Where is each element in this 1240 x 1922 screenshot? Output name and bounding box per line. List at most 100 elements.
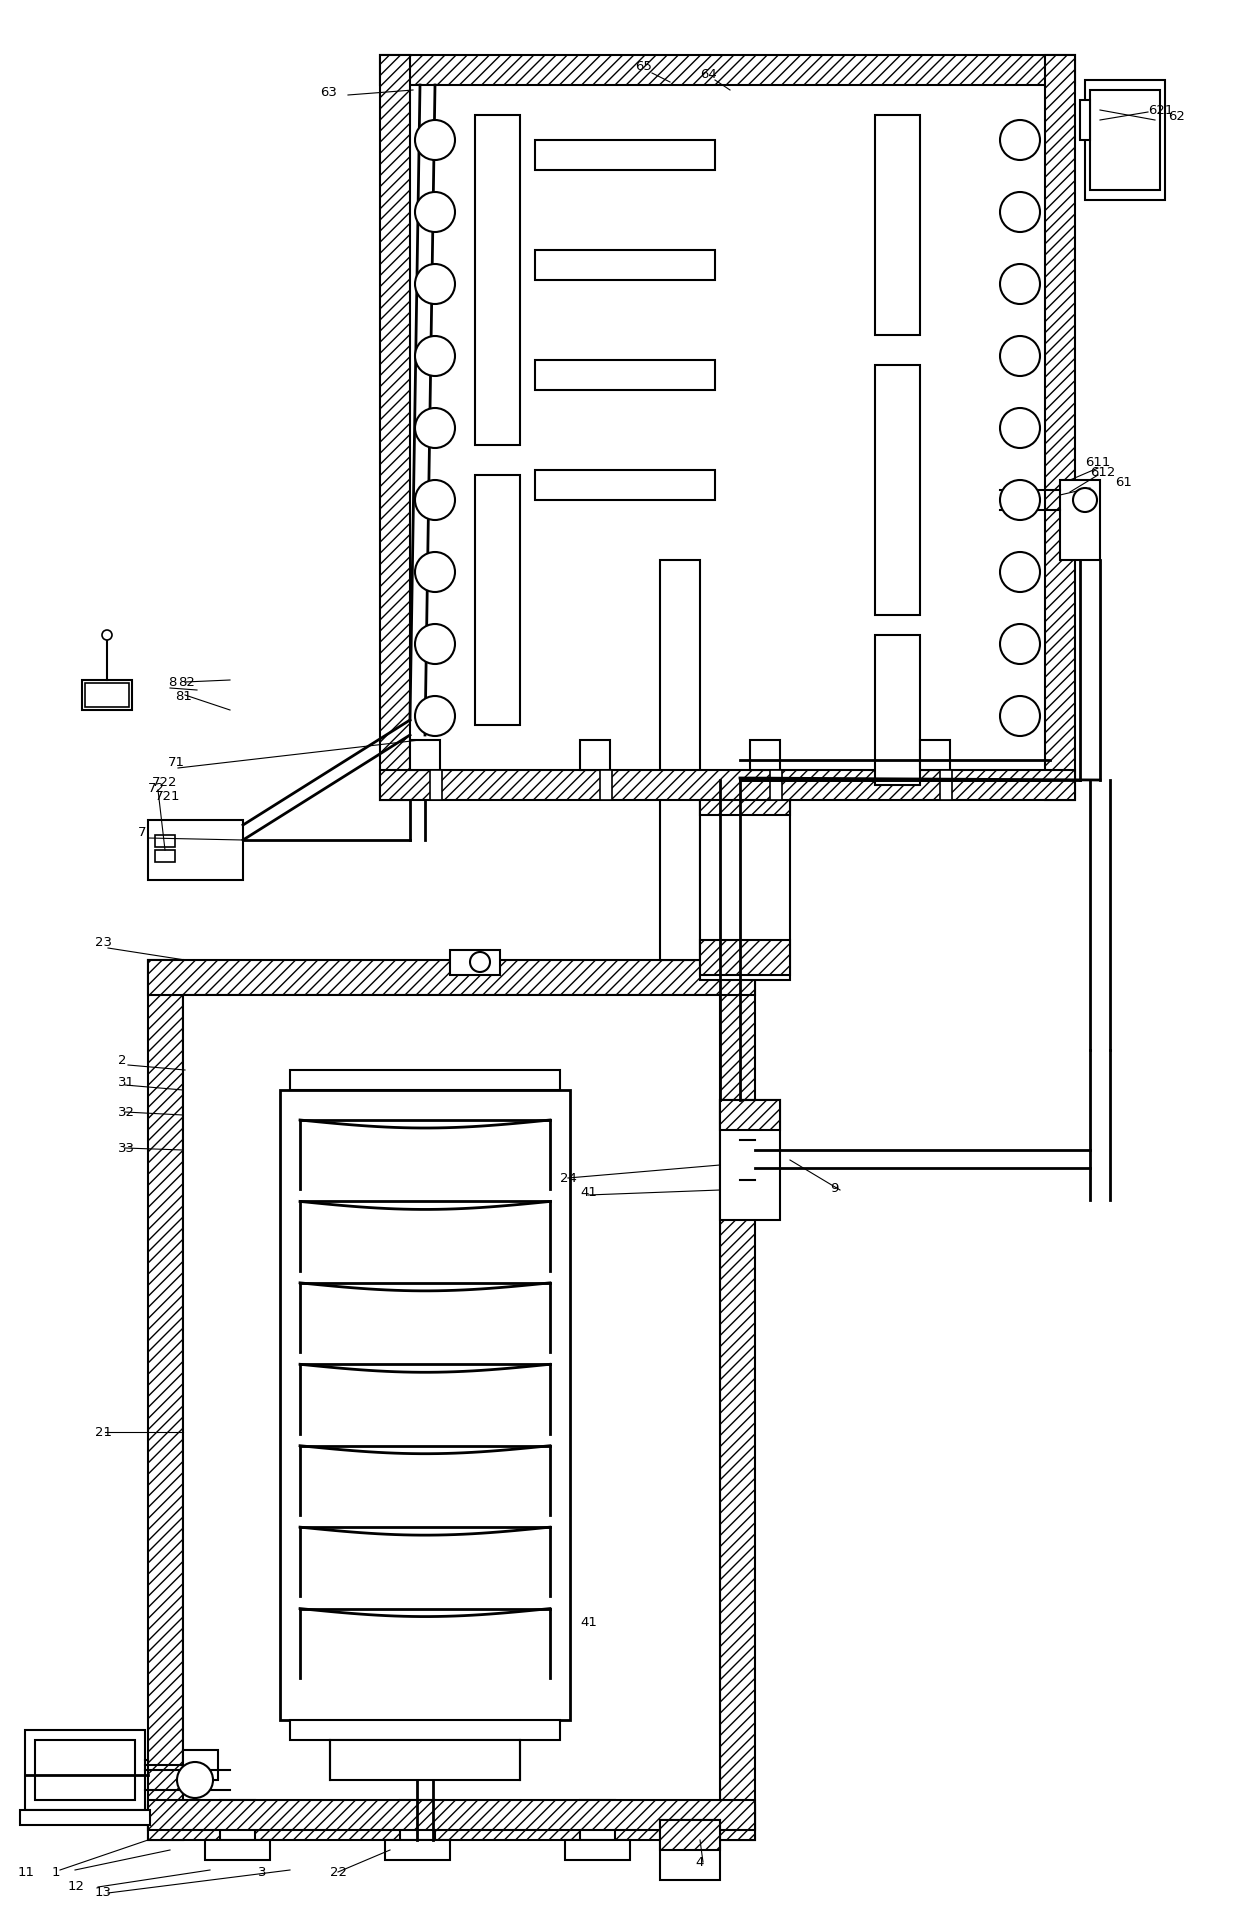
Circle shape bbox=[999, 552, 1040, 592]
Circle shape bbox=[999, 480, 1040, 521]
Text: 81: 81 bbox=[175, 690, 192, 703]
Text: 33: 33 bbox=[118, 1142, 135, 1155]
Bar bbox=[379, 56, 1075, 85]
Text: 72: 72 bbox=[148, 782, 165, 794]
Text: 9: 9 bbox=[830, 1182, 838, 1194]
Text: 611: 611 bbox=[1085, 456, 1110, 469]
Bar bbox=[720, 959, 755, 1839]
Bar bbox=[430, 771, 441, 800]
Bar bbox=[600, 771, 613, 800]
Circle shape bbox=[102, 630, 112, 640]
Bar bbox=[660, 1820, 720, 1880]
Bar bbox=[148, 821, 243, 880]
Text: 63: 63 bbox=[320, 85, 337, 98]
Bar bbox=[450, 949, 500, 974]
Text: 71: 71 bbox=[167, 755, 185, 769]
Bar bbox=[580, 1801, 615, 1839]
Bar bbox=[330, 1739, 520, 1780]
Bar bbox=[534, 250, 715, 281]
Text: 65: 65 bbox=[635, 60, 652, 73]
Text: 3: 3 bbox=[258, 1866, 267, 1878]
Bar bbox=[219, 1801, 255, 1839]
Text: 7: 7 bbox=[138, 826, 146, 838]
Bar bbox=[82, 680, 131, 709]
Bar bbox=[565, 1839, 630, 1860]
Text: 41: 41 bbox=[580, 1616, 596, 1628]
Bar bbox=[534, 359, 715, 390]
Circle shape bbox=[999, 696, 1040, 736]
Text: 82: 82 bbox=[179, 675, 195, 688]
Text: 31: 31 bbox=[118, 1076, 135, 1088]
Text: 621: 621 bbox=[1148, 104, 1173, 117]
Bar bbox=[1060, 480, 1100, 559]
Bar bbox=[155, 850, 175, 861]
Text: 4: 4 bbox=[694, 1855, 703, 1868]
Bar bbox=[1085, 81, 1166, 200]
Text: 1: 1 bbox=[52, 1866, 61, 1878]
Bar bbox=[86, 682, 129, 707]
Text: 32: 32 bbox=[118, 1105, 135, 1119]
Bar bbox=[401, 1801, 435, 1839]
Bar bbox=[534, 471, 715, 500]
Circle shape bbox=[415, 192, 455, 233]
Bar bbox=[940, 771, 952, 800]
Bar bbox=[280, 1090, 570, 1720]
Bar bbox=[875, 365, 920, 615]
Text: 612: 612 bbox=[1090, 465, 1115, 479]
Bar bbox=[720, 1099, 780, 1130]
Bar bbox=[384, 1839, 450, 1860]
Circle shape bbox=[415, 407, 455, 448]
Circle shape bbox=[415, 625, 455, 663]
Bar bbox=[184, 996, 720, 1805]
Text: 12: 12 bbox=[68, 1880, 86, 1893]
Bar bbox=[148, 959, 755, 996]
Text: 2: 2 bbox=[118, 1053, 126, 1067]
Bar bbox=[148, 1801, 755, 1830]
Circle shape bbox=[415, 552, 455, 592]
Text: 13: 13 bbox=[95, 1887, 112, 1899]
Circle shape bbox=[415, 119, 455, 160]
Bar bbox=[205, 1839, 270, 1860]
Bar bbox=[290, 1071, 560, 1090]
Bar bbox=[770, 771, 782, 800]
Bar bbox=[920, 740, 950, 771]
Circle shape bbox=[999, 407, 1040, 448]
Bar bbox=[580, 740, 610, 771]
Circle shape bbox=[177, 1762, 213, 1797]
Bar bbox=[720, 1099, 780, 1220]
Bar bbox=[148, 1805, 755, 1839]
Bar bbox=[379, 771, 1075, 800]
Bar bbox=[20, 1811, 150, 1826]
Circle shape bbox=[415, 263, 455, 304]
Bar bbox=[410, 740, 440, 771]
Bar bbox=[475, 475, 520, 725]
Bar bbox=[379, 56, 410, 800]
Bar bbox=[1045, 56, 1075, 800]
Text: 22: 22 bbox=[330, 1866, 347, 1878]
Circle shape bbox=[1073, 488, 1097, 511]
Bar bbox=[701, 780, 790, 980]
Bar bbox=[660, 1820, 720, 1851]
Bar bbox=[660, 559, 701, 959]
Text: 41: 41 bbox=[580, 1186, 596, 1199]
Circle shape bbox=[999, 336, 1040, 377]
Bar bbox=[750, 740, 780, 771]
Bar bbox=[701, 940, 790, 974]
Circle shape bbox=[415, 480, 455, 521]
Circle shape bbox=[999, 119, 1040, 160]
Text: 11: 11 bbox=[19, 1866, 35, 1878]
Circle shape bbox=[415, 336, 455, 377]
Bar bbox=[184, 1751, 218, 1780]
Bar bbox=[1080, 100, 1090, 140]
Bar bbox=[155, 834, 175, 848]
Bar bbox=[701, 780, 790, 815]
Text: 62: 62 bbox=[1168, 110, 1185, 123]
Bar bbox=[148, 959, 184, 1839]
Circle shape bbox=[999, 625, 1040, 663]
Text: 721: 721 bbox=[155, 790, 181, 803]
Text: 61: 61 bbox=[1115, 475, 1132, 488]
Circle shape bbox=[999, 192, 1040, 233]
Bar bbox=[290, 1720, 560, 1739]
Text: 8: 8 bbox=[167, 675, 176, 688]
Text: 21: 21 bbox=[95, 1426, 112, 1438]
